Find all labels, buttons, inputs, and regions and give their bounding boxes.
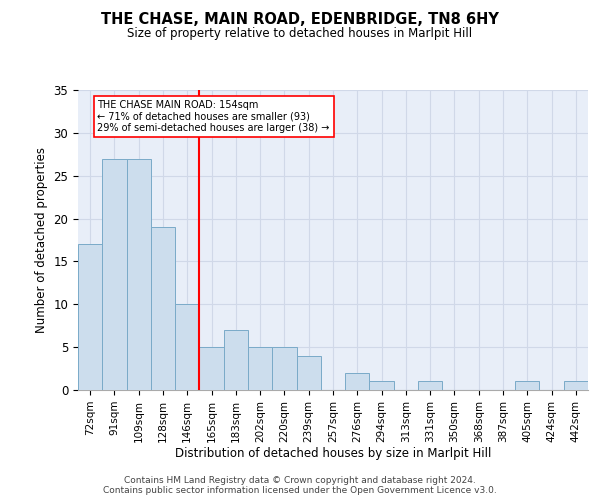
Text: Contains HM Land Registry data © Crown copyright and database right 2024.
Contai: Contains HM Land Registry data © Crown c…: [103, 476, 497, 495]
Bar: [272, 347, 296, 390]
Bar: [296, 356, 321, 390]
Y-axis label: Number of detached properties: Number of detached properties: [35, 147, 48, 333]
Bar: [418, 382, 442, 390]
X-axis label: Distribution of detached houses by size in Marlpit Hill: Distribution of detached houses by size …: [175, 448, 491, 460]
Bar: [127, 158, 151, 390]
Bar: [199, 347, 224, 390]
Text: THE CHASE, MAIN ROAD, EDENBRIDGE, TN8 6HY: THE CHASE, MAIN ROAD, EDENBRIDGE, TN8 6H…: [101, 12, 499, 28]
Text: THE CHASE MAIN ROAD: 154sqm
← 71% of detached houses are smaller (93)
29% of sem: THE CHASE MAIN ROAD: 154sqm ← 71% of det…: [97, 100, 330, 134]
Bar: [175, 304, 199, 390]
Bar: [515, 382, 539, 390]
Bar: [78, 244, 102, 390]
Bar: [224, 330, 248, 390]
Bar: [370, 382, 394, 390]
Bar: [102, 158, 127, 390]
Bar: [564, 382, 588, 390]
Bar: [345, 373, 370, 390]
Text: Size of property relative to detached houses in Marlpit Hill: Size of property relative to detached ho…: [127, 28, 473, 40]
Bar: [151, 227, 175, 390]
Bar: [248, 347, 272, 390]
